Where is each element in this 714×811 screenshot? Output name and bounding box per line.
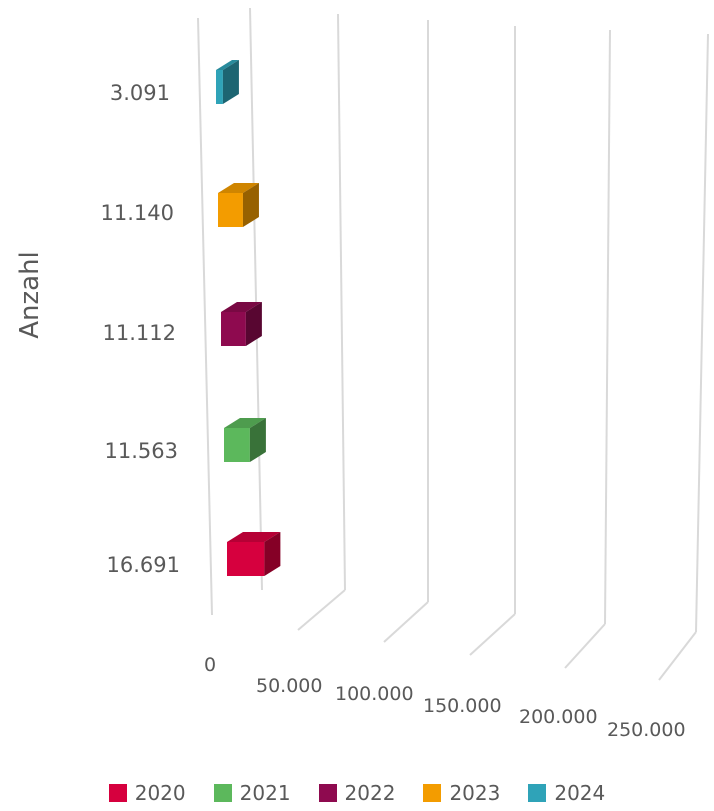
bar-front-face xyxy=(224,428,250,462)
legend-item-2020: 2020 xyxy=(108,781,186,805)
bar-side-face xyxy=(222,60,239,104)
legend-swatch xyxy=(213,784,232,802)
legend: 2020 2021 2022 2023 2024 xyxy=(0,778,714,808)
bar-side-face xyxy=(242,183,259,227)
bar-2024 xyxy=(216,60,239,104)
gridline xyxy=(249,7,263,591)
legend-label: 2021 xyxy=(239,781,291,805)
bar-2022 xyxy=(221,302,262,346)
bar-2020 xyxy=(227,532,281,576)
gridline xyxy=(604,29,611,625)
bar-side-face xyxy=(264,532,281,576)
legend-item-2024: 2024 xyxy=(528,781,605,805)
x-tick-label: 200.000 xyxy=(519,706,598,728)
category-label: 11.563 xyxy=(105,439,178,463)
legend-label: 2023 xyxy=(449,781,501,805)
x-tick-label: 100.000 xyxy=(335,683,414,705)
category-label: 16.691 xyxy=(107,553,180,577)
legend-swatch xyxy=(423,784,442,802)
x-tick-label: 150.000 xyxy=(423,695,502,717)
bar-front-face xyxy=(221,312,246,346)
legend-item-2021: 2021 xyxy=(213,781,291,805)
bar-side-face xyxy=(245,302,262,346)
bar-front-face xyxy=(227,542,265,576)
bar-top-face xyxy=(227,532,281,542)
gridline xyxy=(297,589,346,631)
bar-2023 xyxy=(218,183,259,227)
gridline xyxy=(564,623,606,669)
category-labels: 16.691 11.563 11.112 11.140 3.091 xyxy=(101,81,180,577)
x-tick-label: 50.000 xyxy=(256,675,322,697)
bar-side-face xyxy=(249,418,266,462)
gridline xyxy=(383,601,429,643)
gridline xyxy=(695,33,709,633)
bar-2021 xyxy=(224,418,266,462)
legend-item-2022: 2022 xyxy=(318,781,396,805)
category-label: 11.140 xyxy=(101,201,174,225)
x-tick-label: 250.000 xyxy=(607,719,686,741)
bar-front-face xyxy=(218,193,243,227)
category-label: 11.112 xyxy=(103,321,176,345)
legend-label: 2022 xyxy=(344,781,396,805)
bar-top-face xyxy=(221,302,262,312)
legend-item-2023: 2023 xyxy=(423,781,500,805)
category-label: 3.091 xyxy=(110,81,170,105)
legend-swatch xyxy=(528,784,547,802)
x-tick-label: 0 xyxy=(204,654,216,676)
bars xyxy=(216,60,281,576)
gridline xyxy=(658,631,697,681)
gridlines xyxy=(197,7,709,681)
legend-swatch xyxy=(318,784,337,802)
legend-label: 2020 xyxy=(134,781,186,805)
bar-front-face xyxy=(216,70,223,104)
legend-label: 2024 xyxy=(554,781,606,805)
y-axis-title: Anzahl xyxy=(15,251,45,339)
gridline xyxy=(469,613,516,656)
gridline xyxy=(337,13,346,591)
gridline xyxy=(197,17,213,616)
bar-chart: 16.691 11.563 11.112 11.140 3.091 0 50.0… xyxy=(15,7,709,741)
bar-top-face xyxy=(216,60,239,70)
bar-top-face xyxy=(224,418,266,428)
x-tick-labels: 0 50.000 100.000 150.000 200.000 250.000 xyxy=(204,654,686,741)
bar-top-face xyxy=(218,183,259,193)
legend-swatch xyxy=(108,784,127,802)
